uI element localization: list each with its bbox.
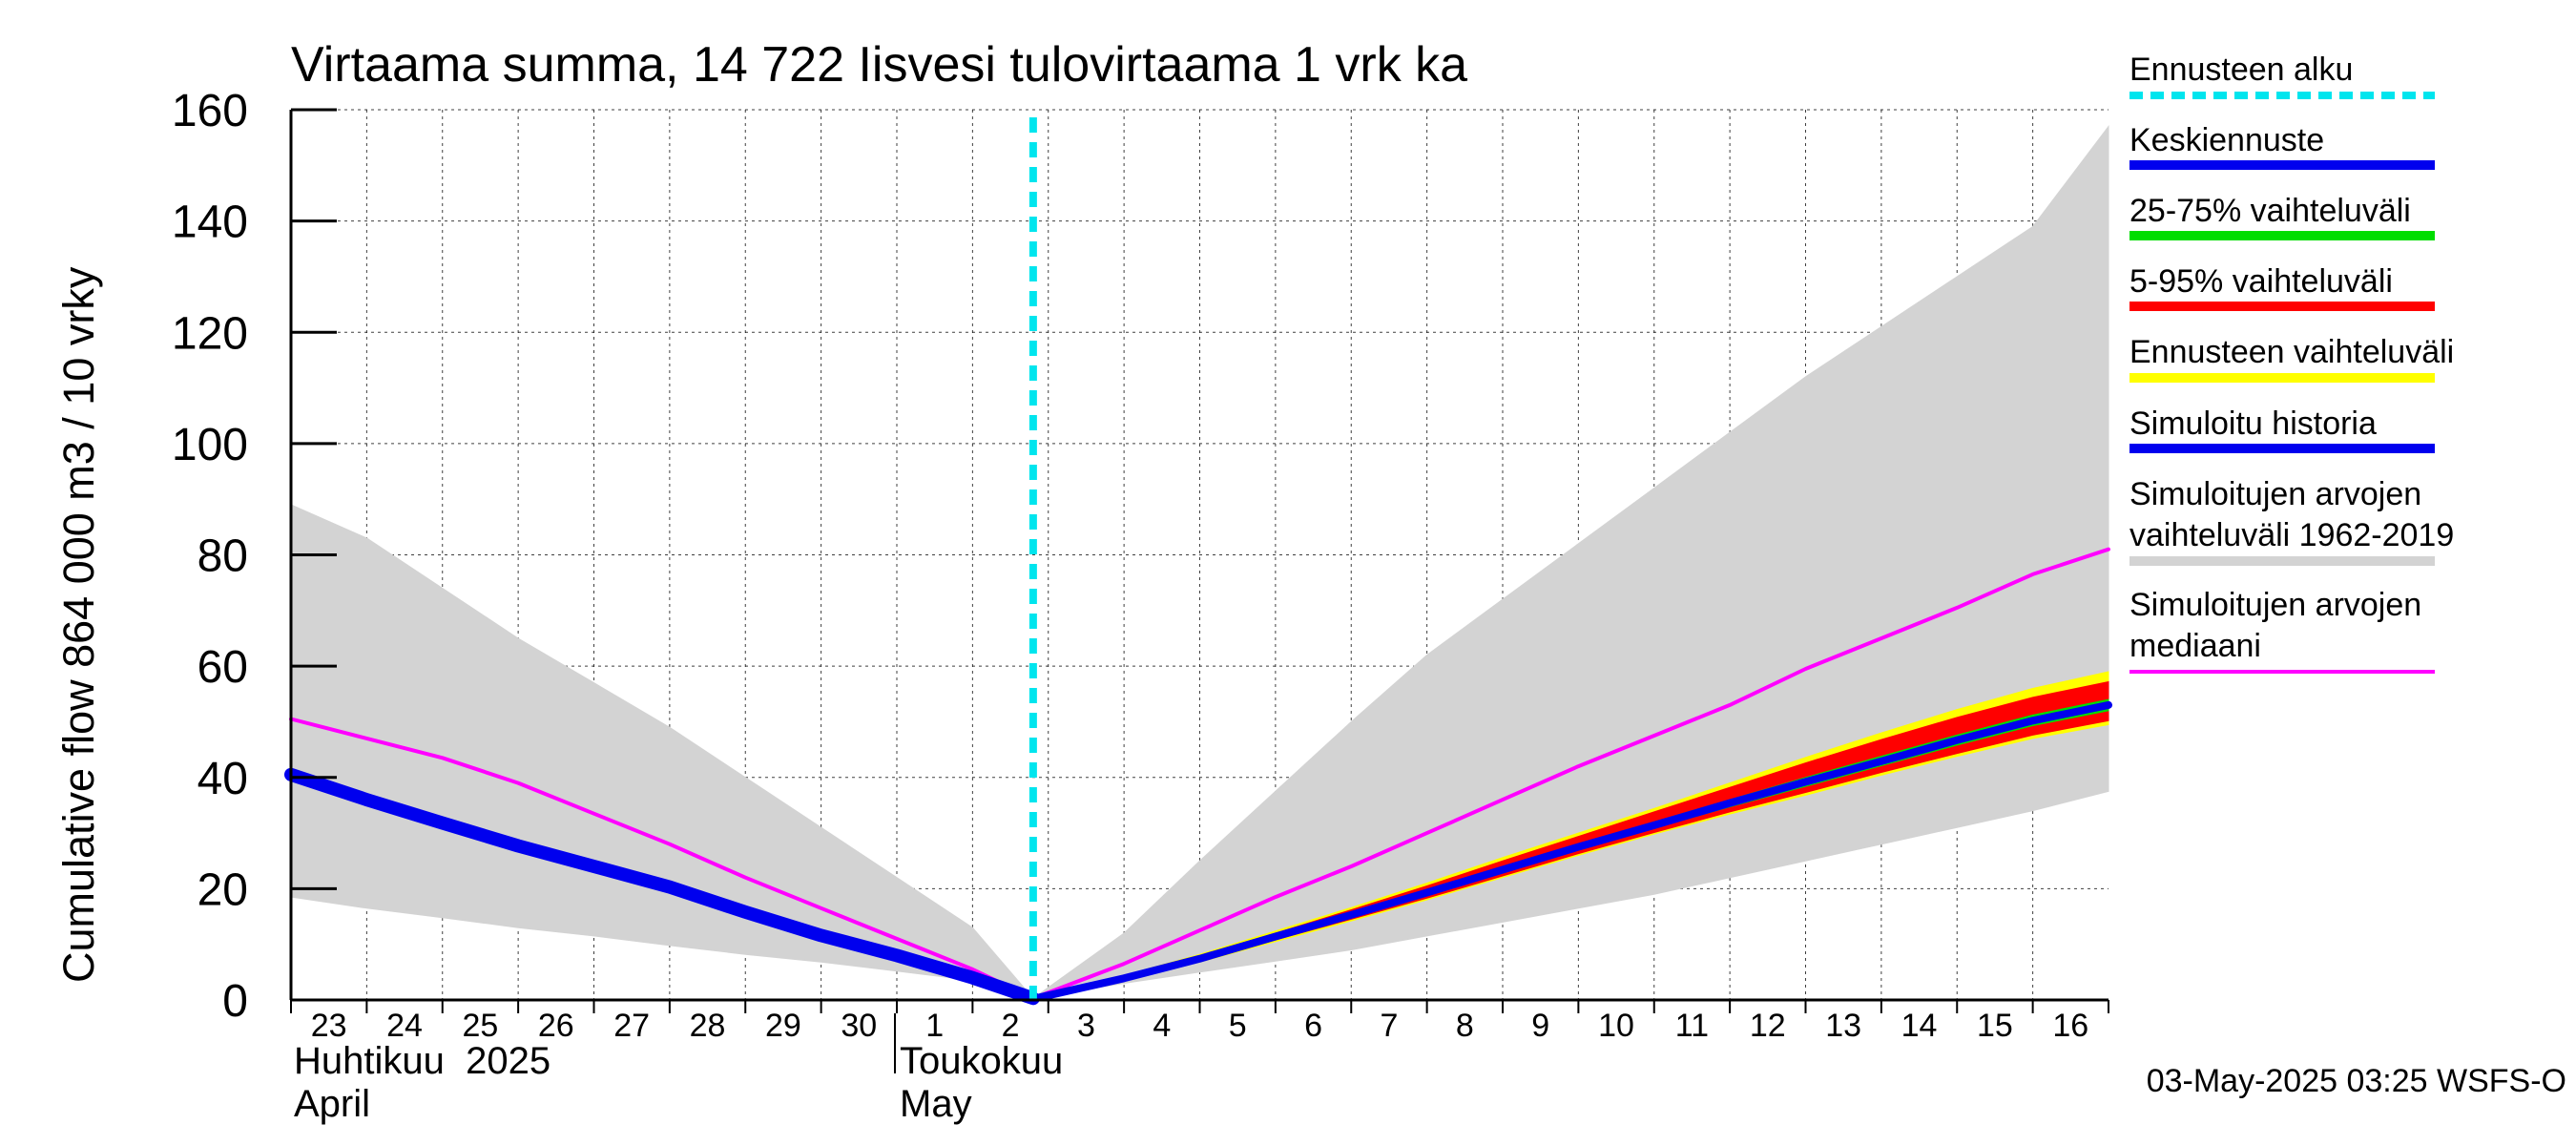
x-tick-label: 29 [765, 1008, 801, 1044]
x-tick-label: 9 [1531, 1008, 1549, 1044]
x-tick-label: 15 [1977, 1008, 2013, 1044]
lines-layer [284, 547, 2112, 1006]
series-line-simuloitujen-arvojen-mediaani [289, 547, 2110, 1001]
y-axis-label: Cumulative flow 864 000 m3 / 10 vrky [54, 266, 103, 983]
chart-title: Virtaama summa, 14 722 Iisvesi tulovirta… [291, 37, 1467, 93]
legend-item: Keskiennuste [2129, 122, 2435, 170]
y-tick-label: 80 [197, 531, 248, 582]
legend-item: 5-95% vaihteluväli [2129, 263, 2435, 311]
x-tick-label: 14 [1901, 1008, 1938, 1044]
legend-label-line2: vaihteluväli 1962-2019 [2129, 517, 2454, 553]
x-tick-label: 6 [1304, 1008, 1322, 1044]
legend-item: 25-75% vaihteluväli [2129, 193, 2435, 240]
legend-label: 5-95% vaihteluväli [2129, 263, 2393, 300]
x-tick-label: 25 [463, 1008, 499, 1044]
month-label-en: April [294, 1083, 370, 1125]
legend-label-line2: mediaani [2129, 628, 2261, 664]
x-tick-label: 4 [1153, 1008, 1171, 1044]
y-tick-label: 40 [197, 754, 248, 804]
legend-label: Simuloitu historia [2129, 406, 2377, 442]
x-tick-label: 13 [1825, 1008, 1861, 1044]
y-tick-label: 20 [197, 864, 248, 915]
x-tick-label: 1 [925, 1008, 944, 1044]
x-tick-label: 5 [1229, 1008, 1247, 1044]
x-tick-label: 26 [538, 1008, 574, 1044]
x-tick-label: 7 [1380, 1008, 1398, 1044]
x-tick-label: 3 [1077, 1008, 1095, 1044]
legend-item: Simuloitujen arvojen mediaani [2129, 587, 2435, 674]
x-tick-label: 12 [1750, 1008, 1786, 1044]
band-simuloitujen-arvojen-vaihteluv-li-1962-2019 [290, 125, 2109, 999]
x-tick-label: 23 [311, 1008, 347, 1044]
legend-label: Ennusteen vaihteluväli [2129, 334, 2454, 370]
y-tick-label: 140 [172, 198, 248, 248]
x-tick-label: 2 [1002, 1008, 1020, 1044]
y-tick-label: 120 [172, 308, 248, 359]
legend-label: Simuloitujen arvojen [2129, 587, 2421, 623]
x-tick-label: 11 [1675, 1008, 1709, 1044]
legend-item: Ennusteen vaihteluväli [2129, 334, 2454, 383]
month-label-fi: Toukokuu [900, 1040, 1063, 1082]
y-tick-label: 0 [222, 976, 248, 1027]
legend-label: Ennusteen alku [2129, 52, 2353, 88]
x-tick-label: 10 [1598, 1008, 1634, 1044]
legend-item: Ennusteen alku [2129, 52, 2435, 99]
x-tick-label: 24 [386, 1008, 423, 1044]
legend-label: 25-75% vaihteluväli [2129, 193, 2411, 229]
y-tick-label: 60 [197, 642, 248, 693]
legend-label: Keskiennuste [2129, 122, 2324, 158]
month-label-fi: Huhtikuu 2025 [294, 1040, 551, 1082]
x-tick-label: 8 [1456, 1008, 1474, 1044]
footer-timestamp: 03-May-2025 03:25 WSFS-O [2147, 1063, 2566, 1099]
y-tick-label: 160 [172, 86, 248, 136]
series-line-keskiennuste [1028, 700, 2112, 1003]
series-line-simuloitu-historia [284, 767, 1040, 1006]
x-tick-label: 27 [613, 1008, 650, 1044]
x-tick-label: 28 [690, 1008, 726, 1044]
legend-item: Simuloitu historia [2129, 406, 2435, 453]
legend-item: Simuloitujen arvojen vaihteluväli 1962-20… [2129, 476, 2454, 566]
x-tick-label: 30 [841, 1008, 877, 1044]
legend: Ennusteen alku Keskiennuste 25-75% vaihtel… [2129, 52, 2454, 674]
legend-label: Simuloitujen arvojen [2129, 476, 2421, 512]
x-tick-label: 16 [2052, 1008, 2088, 1044]
y-tick-label: 100 [172, 420, 248, 470]
month-label-en: May [900, 1083, 972, 1125]
